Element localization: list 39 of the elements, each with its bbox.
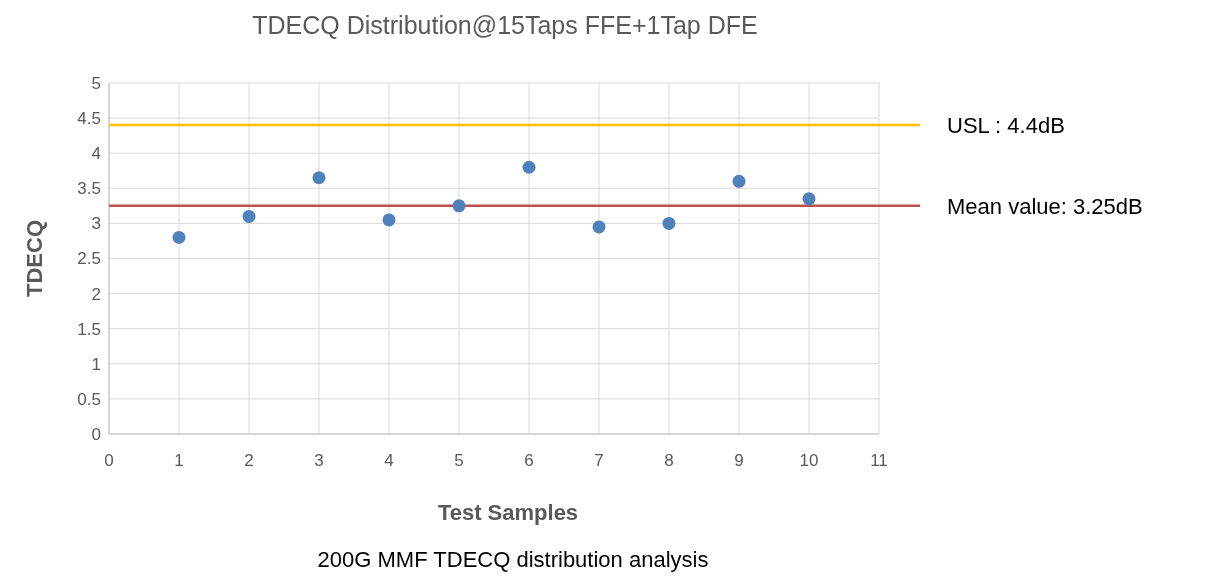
point — [592, 220, 606, 234]
point — [662, 216, 676, 230]
y-tick-label: 0.5 — [77, 389, 101, 409]
y-tick-label: 3.5 — [77, 179, 101, 199]
x-tick-label: 8 — [664, 451, 674, 470]
x-tick-label: 9 — [734, 451, 744, 470]
y-tick-label: 3 — [91, 214, 101, 234]
point — [522, 160, 536, 174]
x-tick-label: 5 — [454, 451, 464, 470]
y-tick-label: 1.5 — [77, 319, 101, 339]
chart-title: TDECQ Distribution@15Taps FFE+1Tap DFE — [252, 11, 758, 39]
y-tick-label: 2 — [91, 284, 101, 304]
x-tick-label: 1 — [174, 451, 184, 470]
y-tick-label: 4 — [91, 144, 101, 164]
point — [382, 213, 396, 227]
x-tick-label: 3 — [314, 451, 324, 470]
ref-line-label: Mean value: 3.25dB — [947, 193, 1143, 219]
y-tick-label: 2.5 — [77, 249, 101, 269]
point — [312, 171, 326, 185]
y-tick-label: 5 — [91, 73, 101, 93]
x-axis-title: Test Samples — [437, 500, 579, 525]
x-tick-label: 4 — [384, 451, 394, 470]
x-tick-label: 10 — [799, 451, 819, 470]
x-tick-label: 2 — [244, 451, 254, 470]
x-tick-label: 0 — [104, 451, 114, 470]
x-tick-label: 6 — [524, 451, 534, 470]
point — [802, 192, 816, 206]
y-tick-label: 4.5 — [77, 109, 101, 129]
point — [452, 199, 466, 213]
y-axis-title: TDECQ — [22, 220, 47, 297]
x-tick-label: 11 — [870, 451, 888, 470]
point — [172, 230, 186, 244]
ref-line-label: USL : 4.4dB — [947, 112, 1065, 138]
x-tick-label: 7 — [594, 451, 604, 470]
y-tick-label: 0 — [91, 424, 101, 444]
point — [732, 174, 746, 188]
text: 200G MMF TDECQ distribution analysis — [317, 547, 709, 572]
point — [242, 209, 256, 223]
y-tick-label: 1 — [91, 354, 101, 374]
